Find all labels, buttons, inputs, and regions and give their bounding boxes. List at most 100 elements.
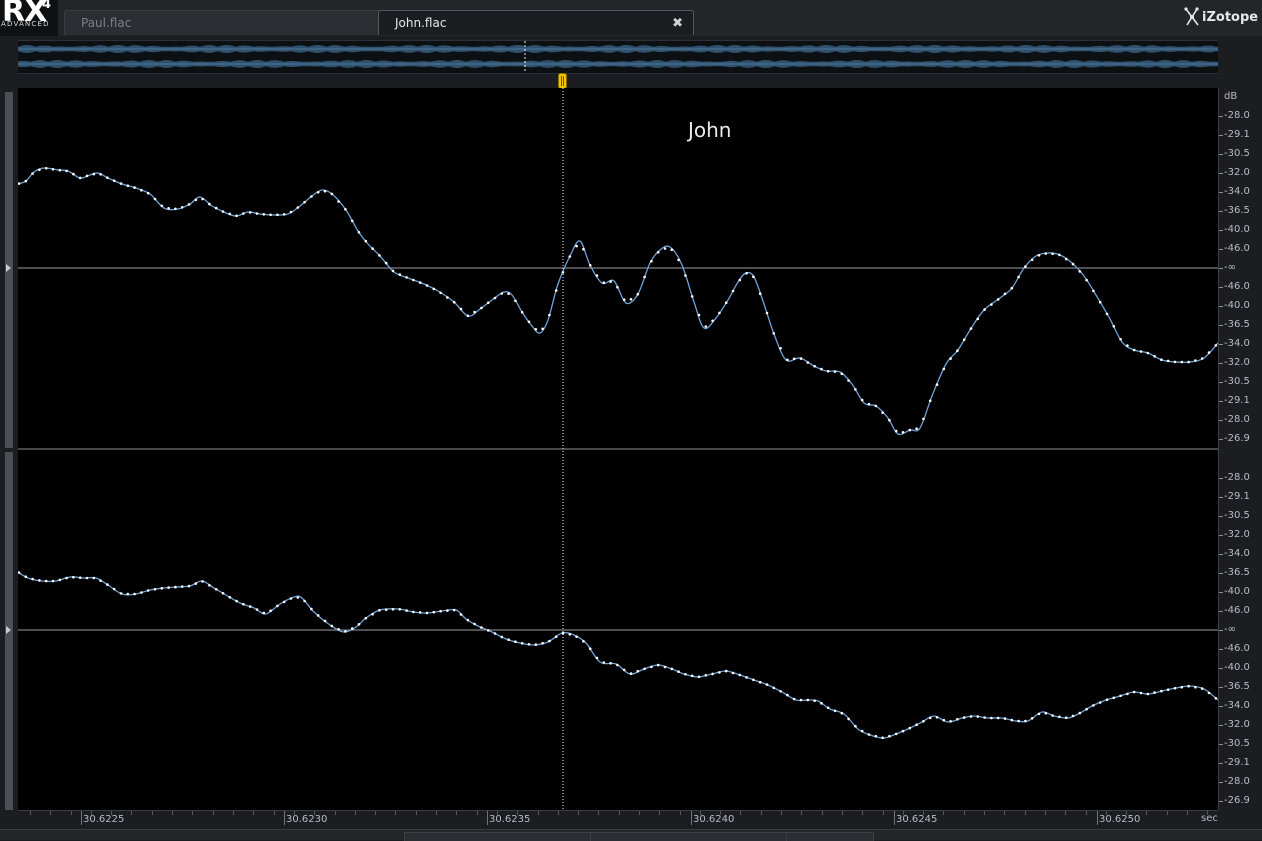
channel2-sample-point [330,624,334,628]
channel1-sample-point [480,306,483,310]
channel2-sample-point [854,724,857,728]
channel2-sample-point [534,643,538,646]
overview-waveform[interactable] [17,40,1219,74]
time-minor-tick [578,811,579,815]
channel2-sample-point [1078,711,1082,715]
channel2-sample-point [310,607,313,611]
amplitude-ruler[interactable]: dB -28.0 -29.1 -30.5 -32.0 -34.0 -36.5 -40.0 -4… [1218,88,1262,810]
channel2-sample-point [357,623,361,626]
channel1-sample-point [690,295,694,298]
time-minor-tick [172,811,173,815]
channel1-sample-point [1194,359,1197,362]
top-bar: RX 4 ADVANCED Paul.flac John.flac ✖ iZot… [0,0,1262,36]
channel2-sample-point [602,661,606,664]
channel1-sample-point [677,258,680,262]
channel1-sample-point [976,317,980,321]
channel2-sample-point [112,587,116,591]
tab-paul-flac[interactable]: Paul.flac [64,10,382,35]
channel2-sample-point [160,587,164,590]
channel2-sample-point [1180,685,1184,689]
channel1-sample-point [85,174,89,178]
channel2-sample-point [813,699,816,702]
channel1-sample-point [915,427,918,431]
channel2-sample-point [616,663,619,667]
time-minor-tick [1207,811,1208,815]
channel2-sample-point [242,602,245,606]
time-minor-tick [1146,811,1147,815]
time-minor-tick [1004,811,1005,815]
channel1-sample-point [350,219,354,223]
bottom-amplitude-label: -36.5 [1224,681,1250,692]
channel2-sample-point [418,611,422,614]
channel1-sample-point [1071,262,1075,266]
channel1-sample-point [214,206,218,210]
amplitude-tick [1219,744,1223,745]
channel1-sample-point [18,182,21,185]
channel2-sample-point [106,583,109,586]
channel2-sample-point [384,608,388,611]
time-minor-tick [1106,811,1107,815]
channel1-sample-point [92,172,96,176]
time-label: 30.6250 [1099,814,1141,825]
status-panel [404,832,592,841]
time-label: 30.6245 [896,814,938,825]
channel2-sample-point [520,642,524,645]
channel2-sample-point [996,716,1000,720]
channel2-sample-point [942,718,946,722]
channel1-sample-point [58,168,62,172]
channel2-sample-point [731,671,735,675]
close-icon[interactable]: ✖ [672,16,683,31]
amplitude-tick [1219,154,1223,155]
time-minor-tick [395,811,396,815]
channel1-sample-point [106,176,109,179]
channel1-sample-point [201,197,204,201]
channel2-sample-point [622,668,626,672]
time-minor-tick [598,811,599,815]
channel2-sample-point [779,690,782,693]
channel1-sample-point [282,213,286,216]
channel1-sample-point [867,402,871,406]
channel2-sample-point [840,711,844,715]
amplitude-tick [1219,325,1223,326]
channel1-sample-point [248,211,252,214]
time-ruler[interactable]: 30.6225 30.6230 30.6235 30.6240 30.6245 30.62… [18,810,1218,829]
channel1-sample-point [582,247,585,251]
channel1-sample-point [228,212,232,216]
channel1-sample-point [384,261,388,265]
channel2-sample-point [398,608,402,611]
channel2-sample-point [44,579,48,583]
channel2-sample-point [316,614,320,617]
channel1-sample-point [364,239,368,243]
waveform-view[interactable] [18,88,1218,810]
channel2-sample-point [806,698,810,702]
top-amplitude-label: -28.0 [1224,414,1250,425]
channel1-sample-point [187,203,191,206]
amplitude-tick [1219,420,1223,421]
channel2-sample-point [983,716,986,719]
channel1-sample-point [1126,344,1129,347]
bottom-amplitude-label: -26.9 [1224,795,1250,806]
channel1-sample-point [949,357,952,360]
channel2-sample-point [724,669,728,673]
channel1-sample-point [439,291,442,295]
channel2-sample-point [1098,701,1102,704]
channel1-sample-point [643,275,646,279]
time-minor-tick [558,811,559,815]
channel2-sample-point [1214,697,1218,700]
channel1-waveform [18,167,1218,436]
channel2-sample-point [99,579,102,582]
logo-edition: ADVANCED [1,20,50,28]
channel1-sample-point [378,254,381,257]
channel1-sample-point [520,311,524,314]
amplitude-tick [1219,230,1223,231]
time-minor-tick [456,811,457,815]
tab-john-flac[interactable]: John.flac ✖ [378,10,694,35]
channel2-sample-point [554,635,558,638]
channel1-sample-point [112,179,116,182]
channel1-sample-point [527,320,531,324]
channel1-sample-point [894,429,898,433]
channel1-sample-point [296,206,300,209]
channel1-sample-point [575,244,578,248]
channel2-sample-point [208,584,211,587]
channel1-sample-point [452,300,456,304]
